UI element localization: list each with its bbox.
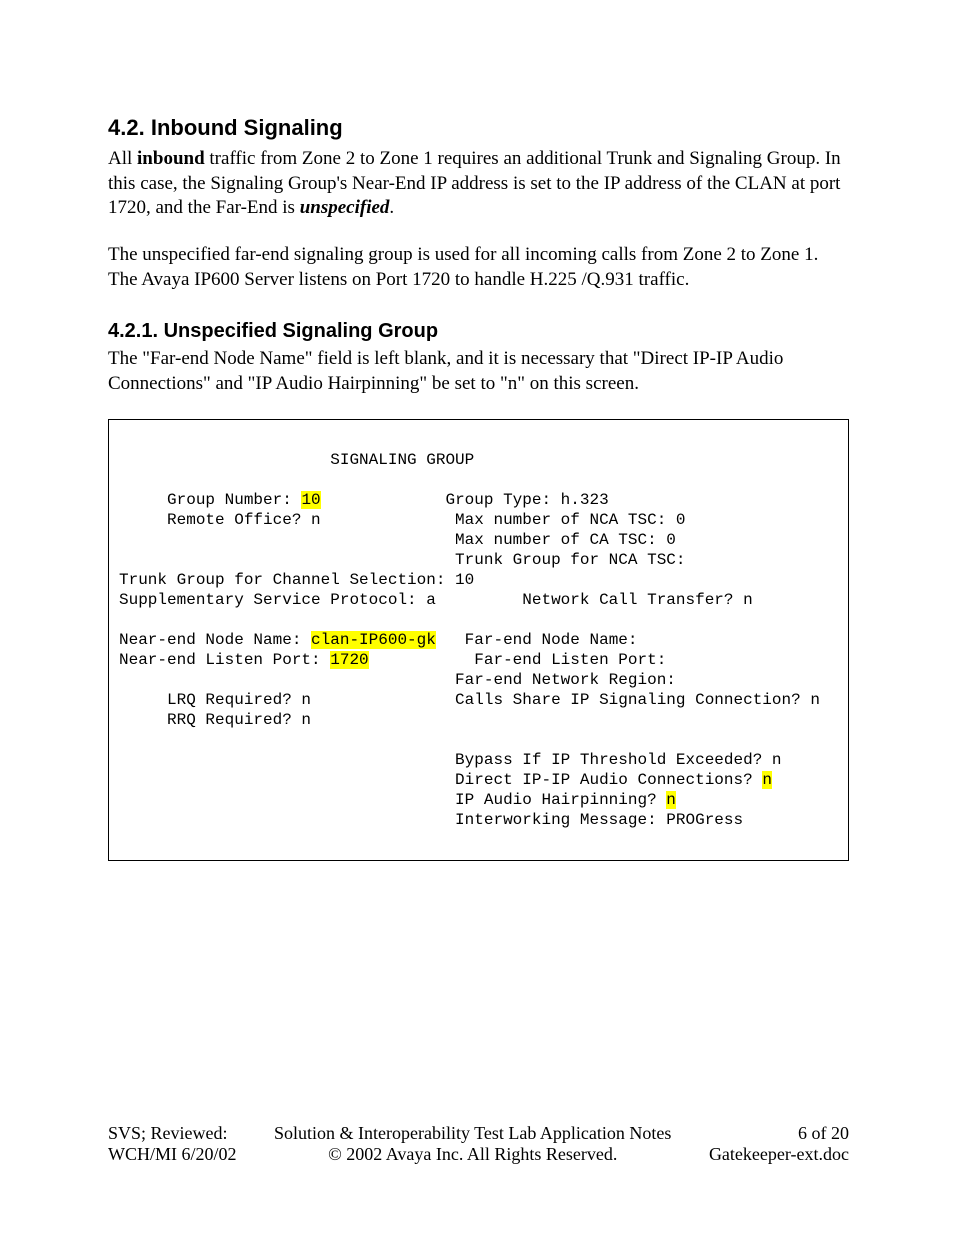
paragraph-1: All inbound traffic from Zone 2 to Zone … [108,147,849,221]
footer-center-line1: Solution & Interoperability Test Lab App… [237,1123,709,1144]
terminal-line: IP Audio Hairpinning? [119,791,666,809]
terminal-line: Group Number: [119,491,301,509]
terminal-line: RRQ Required? n [119,711,311,729]
bold-text: inbound [137,148,205,169]
terminal-line: Max number of CA TSC: 0 [119,531,676,549]
terminal-line: Far-end Network Region: [119,671,676,689]
heading-number: 4.2. [108,115,145,140]
terminal-line: LRQ Required? n Calls Share IP Signaling… [119,691,820,709]
page-footer: SVS; Reviewed: WCH/MI 6/20/02 Solution &… [108,1123,849,1165]
text: All [108,148,137,169]
terminal-line: Far-end Listen Port: [369,651,667,669]
terminal-line: Group Type: h.323 [321,491,609,509]
terminal-line: Near-end Node Name: [119,631,311,649]
footer-right-line1: 6 of 20 [709,1123,849,1144]
terminal-screen: SIGNALING GROUP Group Number: 10 Group T… [108,419,849,861]
text: . [389,197,394,218]
heading-4-2-1: 4.2.1. Unspecified Signaling Group [108,320,849,343]
terminal-line: Near-end Listen Port: [119,651,330,669]
terminal-line: Supplementary Service Protocol: a Networ… [119,591,753,609]
document-page: 4.2. Inbound Signaling All inbound traff… [0,0,954,1235]
footer-left-line2: WCH/MI 6/20/02 [108,1144,237,1165]
bold-italic-text: unspecified [300,197,390,218]
heading-4-2: 4.2. Inbound Signaling [108,115,849,141]
terminal-title: SIGNALING GROUP [119,451,474,469]
paragraph-3: The "Far-end Node Name" field is left bl… [108,347,849,396]
terminal-line: Direct IP-IP Audio Connections? [119,771,762,789]
terminal-line: Trunk Group for NCA TSC: [119,551,686,569]
terminal-line: Interworking Message: PROGress [119,811,743,829]
highlight-direct-ip: n [762,771,772,789]
heading-title: Unspecified Signaling Group [164,320,438,342]
footer-left-line1: SVS; Reviewed: [108,1123,237,1144]
text: traffic from Zone 2 to Zone 1 requires a… [108,148,841,218]
footer-center: Solution & Interoperability Test Lab App… [237,1123,709,1165]
heading-title: Inbound Signaling [151,115,343,140]
highlight-hairpin: n [666,791,676,809]
terminal-line: Far-end Node Name: [436,631,638,649]
footer-center-line2: © 2002 Avaya Inc. All Rights Reserved. [237,1144,709,1165]
highlight-near-end-port: 1720 [330,651,368,669]
paragraph-2: The unspecified far-end signaling group … [108,243,849,292]
highlight-near-end-node: clan-IP600-gk [311,631,436,649]
footer-left: SVS; Reviewed: WCH/MI 6/20/02 [108,1123,237,1165]
terminal-line: Trunk Group for Channel Selection: 10 [119,571,474,589]
heading-number: 4.2.1. [108,320,158,342]
terminal-line: Remote Office? n Max number of NCA TSC: … [119,511,686,529]
highlight-group-number: 10 [301,491,320,509]
footer-right-line2: Gatekeeper-ext.doc [709,1144,849,1165]
terminal-line: Bypass If IP Threshold Exceeded? n [119,751,782,769]
footer-right: 6 of 20 Gatekeeper-ext.doc [709,1123,849,1165]
